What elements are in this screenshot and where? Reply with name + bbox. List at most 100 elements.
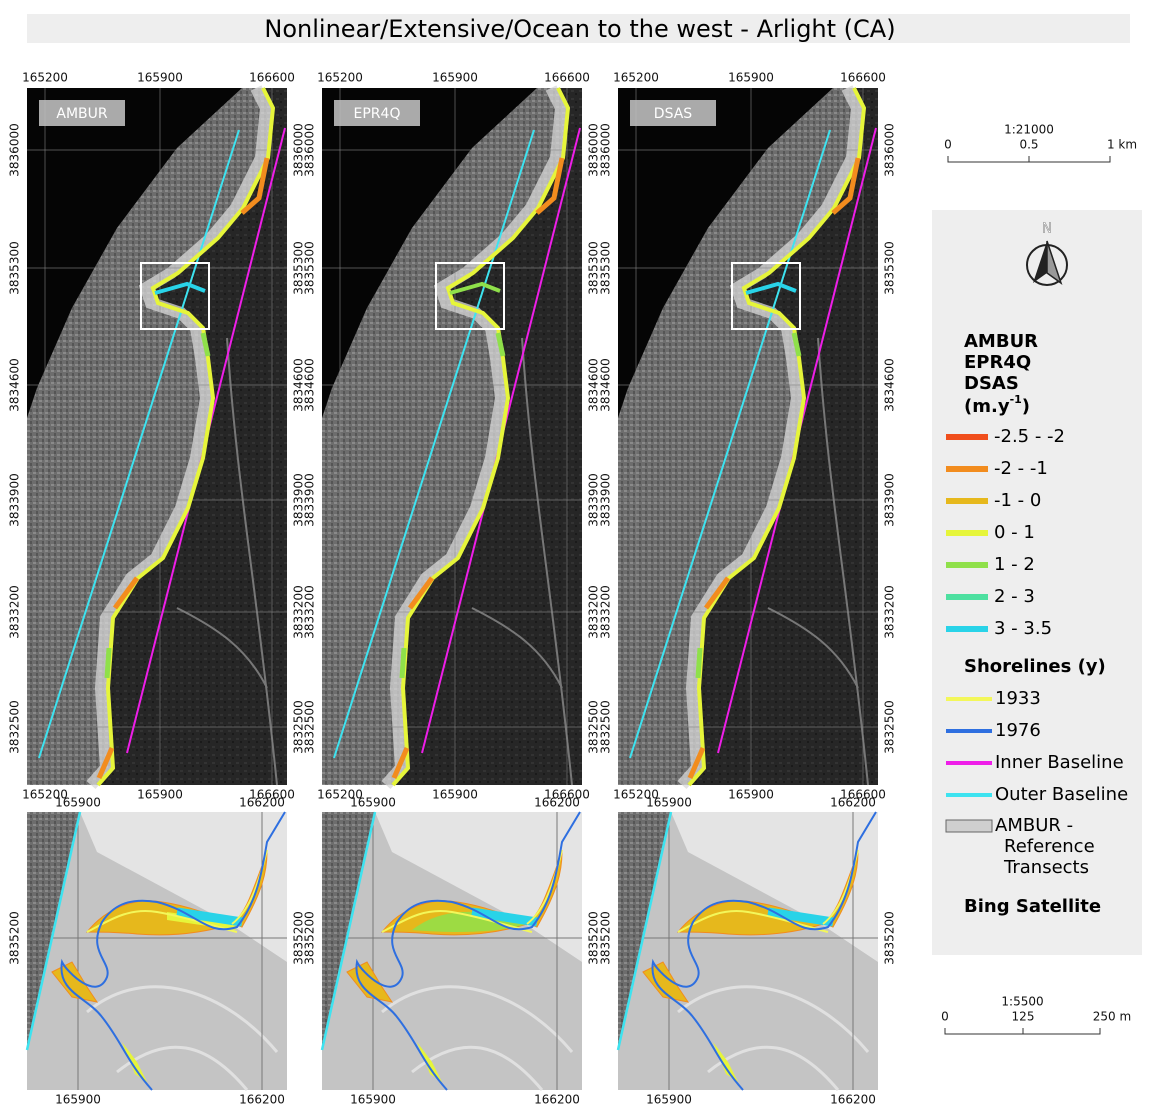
- y-tick-label: 3836000: [883, 123, 897, 176]
- y-tick-label: 3835300: [883, 241, 897, 294]
- scale-label: 1 km: [1107, 138, 1137, 152]
- legend-label: 1933: [995, 688, 1041, 709]
- legend-swatch: [946, 562, 988, 568]
- y-tick-label: 3836000: [8, 123, 22, 176]
- scale-bar: [945, 1028, 1100, 1034]
- x-tick-label: 165900: [350, 796, 396, 810]
- scale-label: 250 m: [1093, 1010, 1131, 1024]
- x-tick-label: 165200: [613, 71, 659, 85]
- legend-label: 0 - 1: [994, 522, 1035, 543]
- y-tick-label: 3833200: [883, 585, 897, 638]
- x-tick-label: 165200: [317, 71, 363, 85]
- y-tick-label: 3836000: [303, 123, 317, 176]
- x-tick-label: 165200: [22, 71, 68, 85]
- x-tick-label: 166200: [534, 1093, 580, 1107]
- legend-unit-part: ): [1022, 396, 1030, 417]
- figure-title: Nonlinear/Extensive/Ocean to the west - …: [264, 15, 895, 43]
- x-tick-label: 166600: [544, 71, 590, 85]
- x-tick-label: 165900: [350, 1093, 396, 1107]
- x-tick-label: 165900: [728, 71, 774, 85]
- y-tick-label: 3834600: [8, 358, 22, 411]
- legend-method: AMBUR: [964, 331, 1038, 352]
- y-tick-label: 3832500: [599, 700, 613, 753]
- legend-heading: Shorelines (y): [964, 656, 1106, 677]
- overview-panel: EPR4Q16520016520016590016590016660016660…: [303, 71, 601, 802]
- x-tick-label: 165900: [646, 796, 692, 810]
- legend-heading: Bing Satellite: [964, 896, 1101, 917]
- scale-label: 0: [944, 138, 952, 152]
- x-tick-label: 166200: [239, 796, 285, 810]
- legend-label: 3 - 3.5: [994, 618, 1052, 639]
- y-tick-label: 3833200: [8, 585, 22, 638]
- x-tick-label: 165900: [137, 788, 183, 802]
- legend-label: -1 - 0: [994, 490, 1041, 511]
- scale-label: 0: [941, 1010, 949, 1024]
- legend-swatch: [946, 530, 988, 536]
- y-tick-label: 3833900: [303, 473, 317, 526]
- legend-label: 2 - 3: [994, 586, 1035, 607]
- legend-swatch: [946, 820, 992, 832]
- y-tick-label: 3836000: [599, 123, 613, 176]
- legend-swatch: [946, 594, 988, 600]
- x-tick-label: 165900: [432, 71, 478, 85]
- scale-ratio: 1:5500: [1001, 995, 1043, 1009]
- x-tick-label: 165900: [728, 788, 774, 802]
- y-tick-label: 3835200: [303, 911, 317, 964]
- scale-ratio: 1:21000: [1004, 123, 1054, 137]
- legend-unit-part: (m.y: [964, 396, 1010, 417]
- scale-bar: [948, 156, 1110, 162]
- legend-label: -2.5 - -2: [994, 426, 1065, 447]
- legend-label: -2 - -1: [994, 458, 1048, 479]
- y-tick-label: 3835300: [599, 241, 613, 294]
- legend-label: Transects: [1003, 857, 1089, 878]
- legend-swatch: [946, 793, 992, 797]
- legend-method: EPR4Q: [964, 352, 1031, 373]
- y-tick-label: 3833900: [599, 473, 613, 526]
- x-tick-label: 166200: [534, 796, 580, 810]
- x-tick-label: 165900: [432, 788, 478, 802]
- y-tick-label: 3833900: [883, 473, 897, 526]
- method-label: EPR4Q: [354, 106, 401, 122]
- legend-swatch: [946, 626, 988, 632]
- y-tick-label: 3832500: [8, 700, 22, 753]
- north-label: N: [1042, 222, 1052, 237]
- y-tick-label: 3835200: [599, 911, 613, 964]
- legend-label: 1976: [995, 720, 1041, 741]
- legend-swatch: [946, 434, 988, 440]
- method-label: AMBUR: [56, 106, 108, 122]
- x-tick-label: 166200: [830, 1093, 876, 1107]
- legend-swatch: [946, 697, 992, 701]
- legend-method: DSAS: [964, 373, 1019, 394]
- scale-label: 0.5: [1019, 138, 1038, 152]
- x-tick-label: 166200: [239, 1093, 285, 1107]
- y-tick-label: 3835300: [8, 241, 22, 294]
- legend-label: 1 - 2: [994, 554, 1035, 575]
- detail-panel: 165900 165900 166200 166200 3835200 3835200: [599, 796, 897, 1107]
- y-tick-label: 3834600: [303, 358, 317, 411]
- y-tick-label: 3835200: [883, 911, 897, 964]
- y-tick-label: 3833200: [303, 585, 317, 638]
- x-tick-label: 165900: [646, 1093, 692, 1107]
- y-tick-label: 3835200: [8, 911, 22, 964]
- y-tick-label: 3834600: [599, 358, 613, 411]
- overview-panel: AMBUR16520016520016590016590016660016660…: [8, 71, 306, 802]
- x-tick-label: 166600: [840, 71, 886, 85]
- legend-label: Outer Baseline: [995, 784, 1128, 805]
- overview-panel: DSAS165200165200165900165900166600166600…: [599, 71, 897, 802]
- scale-label: 125: [1012, 1010, 1035, 1024]
- legend-swatch: [946, 729, 992, 733]
- method-label: DSAS: [654, 106, 693, 122]
- x-tick-label: 165900: [137, 71, 183, 85]
- x-tick-label: 166200: [830, 796, 876, 810]
- y-tick-label: 3832500: [303, 700, 317, 753]
- x-tick-label: 166600: [249, 71, 295, 85]
- x-tick-label: 165900: [55, 796, 101, 810]
- y-tick-label: 3835300: [303, 241, 317, 294]
- y-tick-label: 3832500: [883, 700, 897, 753]
- y-tick-label: 3833900: [8, 473, 22, 526]
- legend-label: AMBUR -: [995, 815, 1073, 836]
- legend-swatch: [946, 498, 988, 504]
- legend-swatch: [946, 466, 988, 472]
